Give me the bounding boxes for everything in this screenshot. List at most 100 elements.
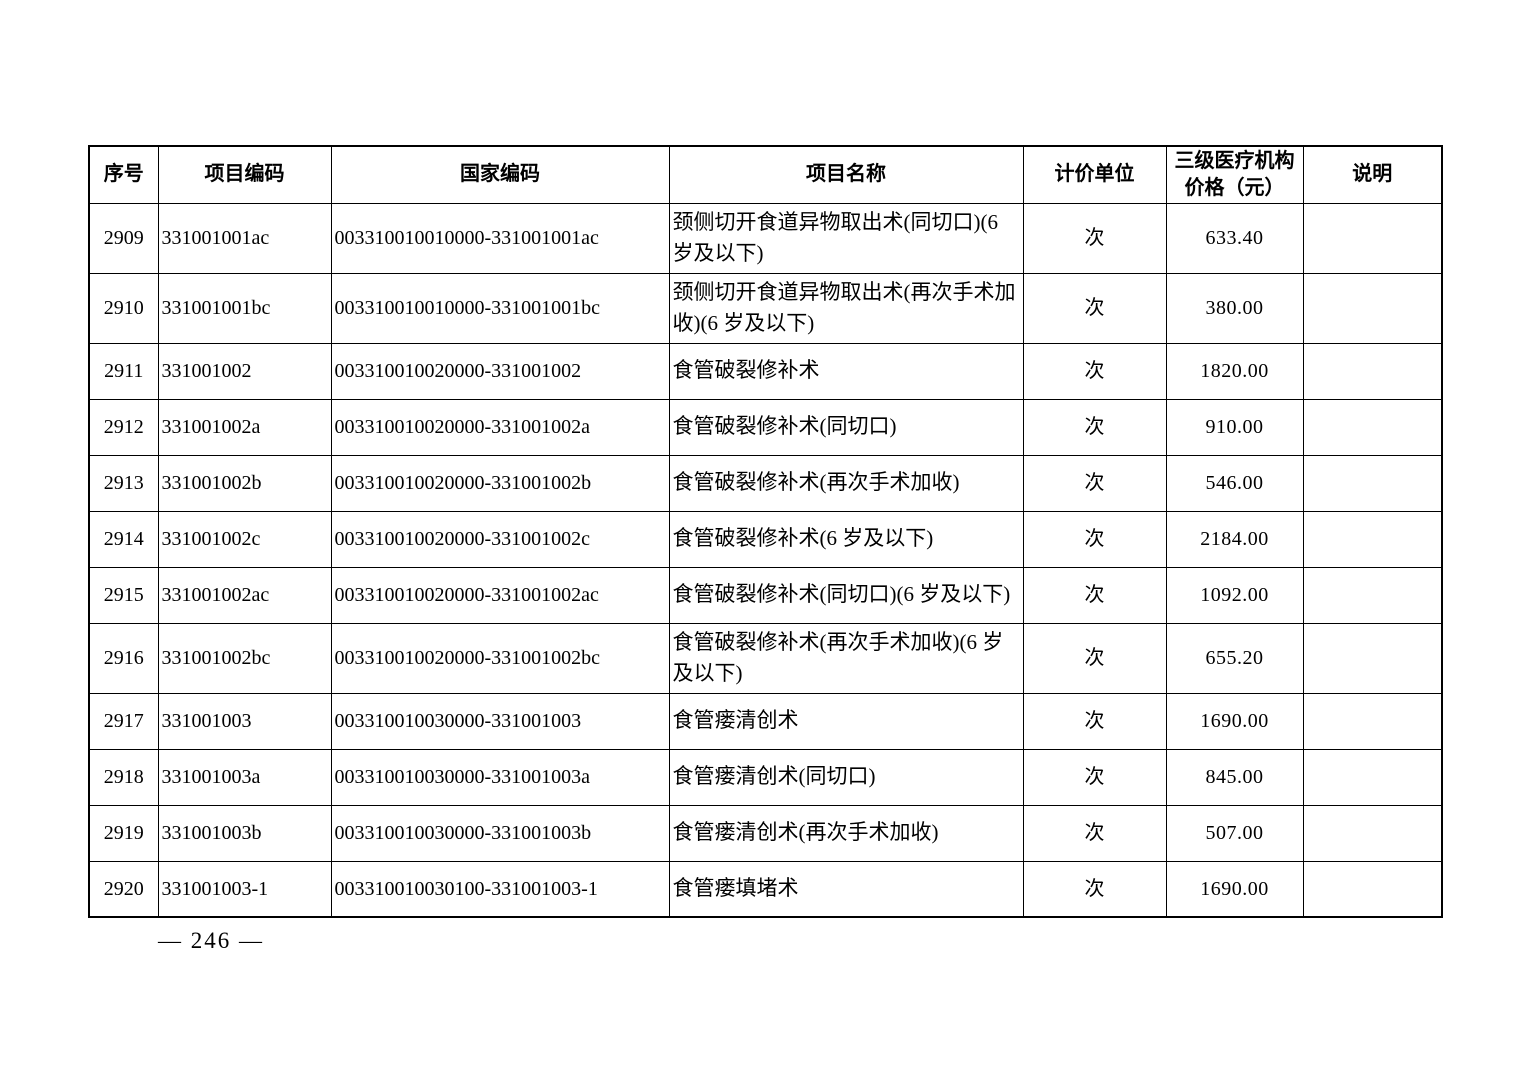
cell-seq: 2911 [88,342,159,400]
cell-price: 507.00 [1165,804,1304,862]
cell-project-code: 331001003b [157,804,332,862]
cell-national-code: 003310010010000-331001001ac [330,202,670,274]
cell-seq: 2918 [88,748,159,806]
cell-price: 380.00 [1165,272,1304,344]
table-header-row: 序号 项目编码 国家编码 项目名称 计价单位 三级医疗机构 价格（元） 说明 [88,145,1443,204]
cell-project-code: 331001002bc [157,622,332,694]
cell-note [1302,398,1443,456]
cell-unit: 次 [1022,804,1167,862]
cell-seq: 2917 [88,692,159,750]
cell-project-code: 331001001bc [157,272,332,344]
cell-unit: 次 [1022,860,1167,918]
table-row: 2913 331001002b 003310010020000-33100100… [88,454,1443,512]
cell-unit: 次 [1022,342,1167,400]
cell-project-name: 食管破裂修补术 [668,342,1024,400]
col-header-seq: 序号 [88,145,159,204]
cell-national-code: 003310010030000-331001003b [330,804,670,862]
cell-unit: 次 [1022,454,1167,512]
cell-project-code: 331001003-1 [157,860,332,918]
cell-seq: 2919 [88,804,159,862]
cell-seq: 2912 [88,398,159,456]
cell-note [1302,566,1443,624]
cell-note [1302,510,1443,568]
cell-project-name: 食管破裂修补术(再次手术加收) [668,454,1024,512]
col-header-tier3-price: 三级医疗机构 价格（元） [1165,145,1304,204]
cell-seq: 2910 [88,272,159,344]
cell-project-code: 331001001ac [157,202,332,274]
cell-national-code: 003310010030000-331001003a [330,748,670,806]
cell-note [1302,622,1443,694]
footer-page-number: — 246 — [158,928,264,953]
cell-unit: 次 [1022,510,1167,568]
table-row: 2916 331001002bc 003310010020000-3310010… [88,622,1443,694]
cell-price: 845.00 [1165,748,1304,806]
cell-seq: 2920 [88,860,159,918]
cell-note [1302,454,1443,512]
table-row: 2915 331001002ac 003310010020000-3310010… [88,566,1443,624]
table-row: 2917 331001003 003310010030000-331001003… [88,692,1443,750]
cell-national-code: 003310010020000-331001002c [330,510,670,568]
cell-unit: 次 [1022,622,1167,694]
table-row: 2918 331001003a 003310010030000-33100100… [88,748,1443,806]
cell-project-code: 331001002b [157,454,332,512]
table-row: 2919 331001003b 003310010030000-33100100… [88,804,1443,862]
cell-price: 1092.00 [1165,566,1304,624]
col-header-note: 说明 [1302,145,1443,204]
cell-national-code: 003310010020000-331001002ac [330,566,670,624]
table-row: 2914 331001002c 003310010020000-33100100… [88,510,1443,568]
cell-project-code: 331001003a [157,748,332,806]
cell-project-name: 食管破裂修补术(6 岁及以下) [668,510,1024,568]
cell-price: 633.40 [1165,202,1304,274]
cell-price: 655.20 [1165,622,1304,694]
cell-seq: 2913 [88,454,159,512]
cell-project-name: 颈侧切开食道异物取出术(再次手术加收)(6 岁及以下) [668,272,1024,344]
cell-note [1302,804,1443,862]
cell-project-code: 331001002c [157,510,332,568]
medical-price-table: 序号 项目编码 国家编码 项目名称 计价单位 三级医疗机构 价格（元） 说明 2… [88,145,1443,918]
cell-unit: 次 [1022,692,1167,750]
cell-project-name: 食管瘘清创术 [668,692,1024,750]
cell-unit: 次 [1022,566,1167,624]
cell-seq: 2909 [88,202,159,274]
table-row: 2920 331001003-1 003310010030100-3310010… [88,860,1443,918]
cell-project-name: 食管破裂修补术(再次手术加收)(6 岁及以下) [668,622,1024,694]
cell-price: 1820.00 [1165,342,1304,400]
cell-price: 546.00 [1165,454,1304,512]
cell-national-code: 003310010020000-331001002b [330,454,670,512]
cell-project-code: 331001002a [157,398,332,456]
col-header-project-code: 项目编码 [157,145,332,204]
table-row: 2909 331001001ac 003310010010000-3310010… [88,202,1443,274]
cell-national-code: 003310010030000-331001003 [330,692,670,750]
cell-national-code: 003310010020000-331001002bc [330,622,670,694]
cell-note [1302,272,1443,344]
cell-project-code: 331001002ac [157,566,332,624]
cell-seq: 2916 [88,622,159,694]
cell-national-code: 003310010020000-331001002a [330,398,670,456]
cell-national-code: 003310010020000-331001002 [330,342,670,400]
cell-note [1302,342,1443,400]
cell-national-code: 003310010030100-331001003-1 [330,860,670,918]
cell-unit: 次 [1022,398,1167,456]
cell-national-code: 003310010010000-331001001bc [330,272,670,344]
cell-unit: 次 [1022,202,1167,274]
cell-price: 2184.00 [1165,510,1304,568]
cell-note [1302,860,1443,918]
col-header-national-code: 国家编码 [330,145,670,204]
cell-note [1302,748,1443,806]
cell-project-name: 食管破裂修补术(同切口)(6 岁及以下) [668,566,1024,624]
cell-project-code: 331001002 [157,342,332,400]
col-header-project-name: 项目名称 [668,145,1024,204]
cell-price: 1690.00 [1165,692,1304,750]
cell-note [1302,692,1443,750]
cell-note [1302,202,1443,274]
cell-seq: 2915 [88,566,159,624]
cell-project-name: 食管破裂修补术(同切口) [668,398,1024,456]
cell-project-name: 食管瘘清创术(同切口) [668,748,1024,806]
cell-project-code: 331001003 [157,692,332,750]
cell-unit: 次 [1022,272,1167,344]
cell-price: 910.00 [1165,398,1304,456]
cell-price: 1690.00 [1165,860,1304,918]
cell-project-name: 食管瘘清创术(再次手术加收) [668,804,1024,862]
cell-project-name: 颈侧切开食道异物取出术(同切口)(6 岁及以下) [668,202,1024,274]
